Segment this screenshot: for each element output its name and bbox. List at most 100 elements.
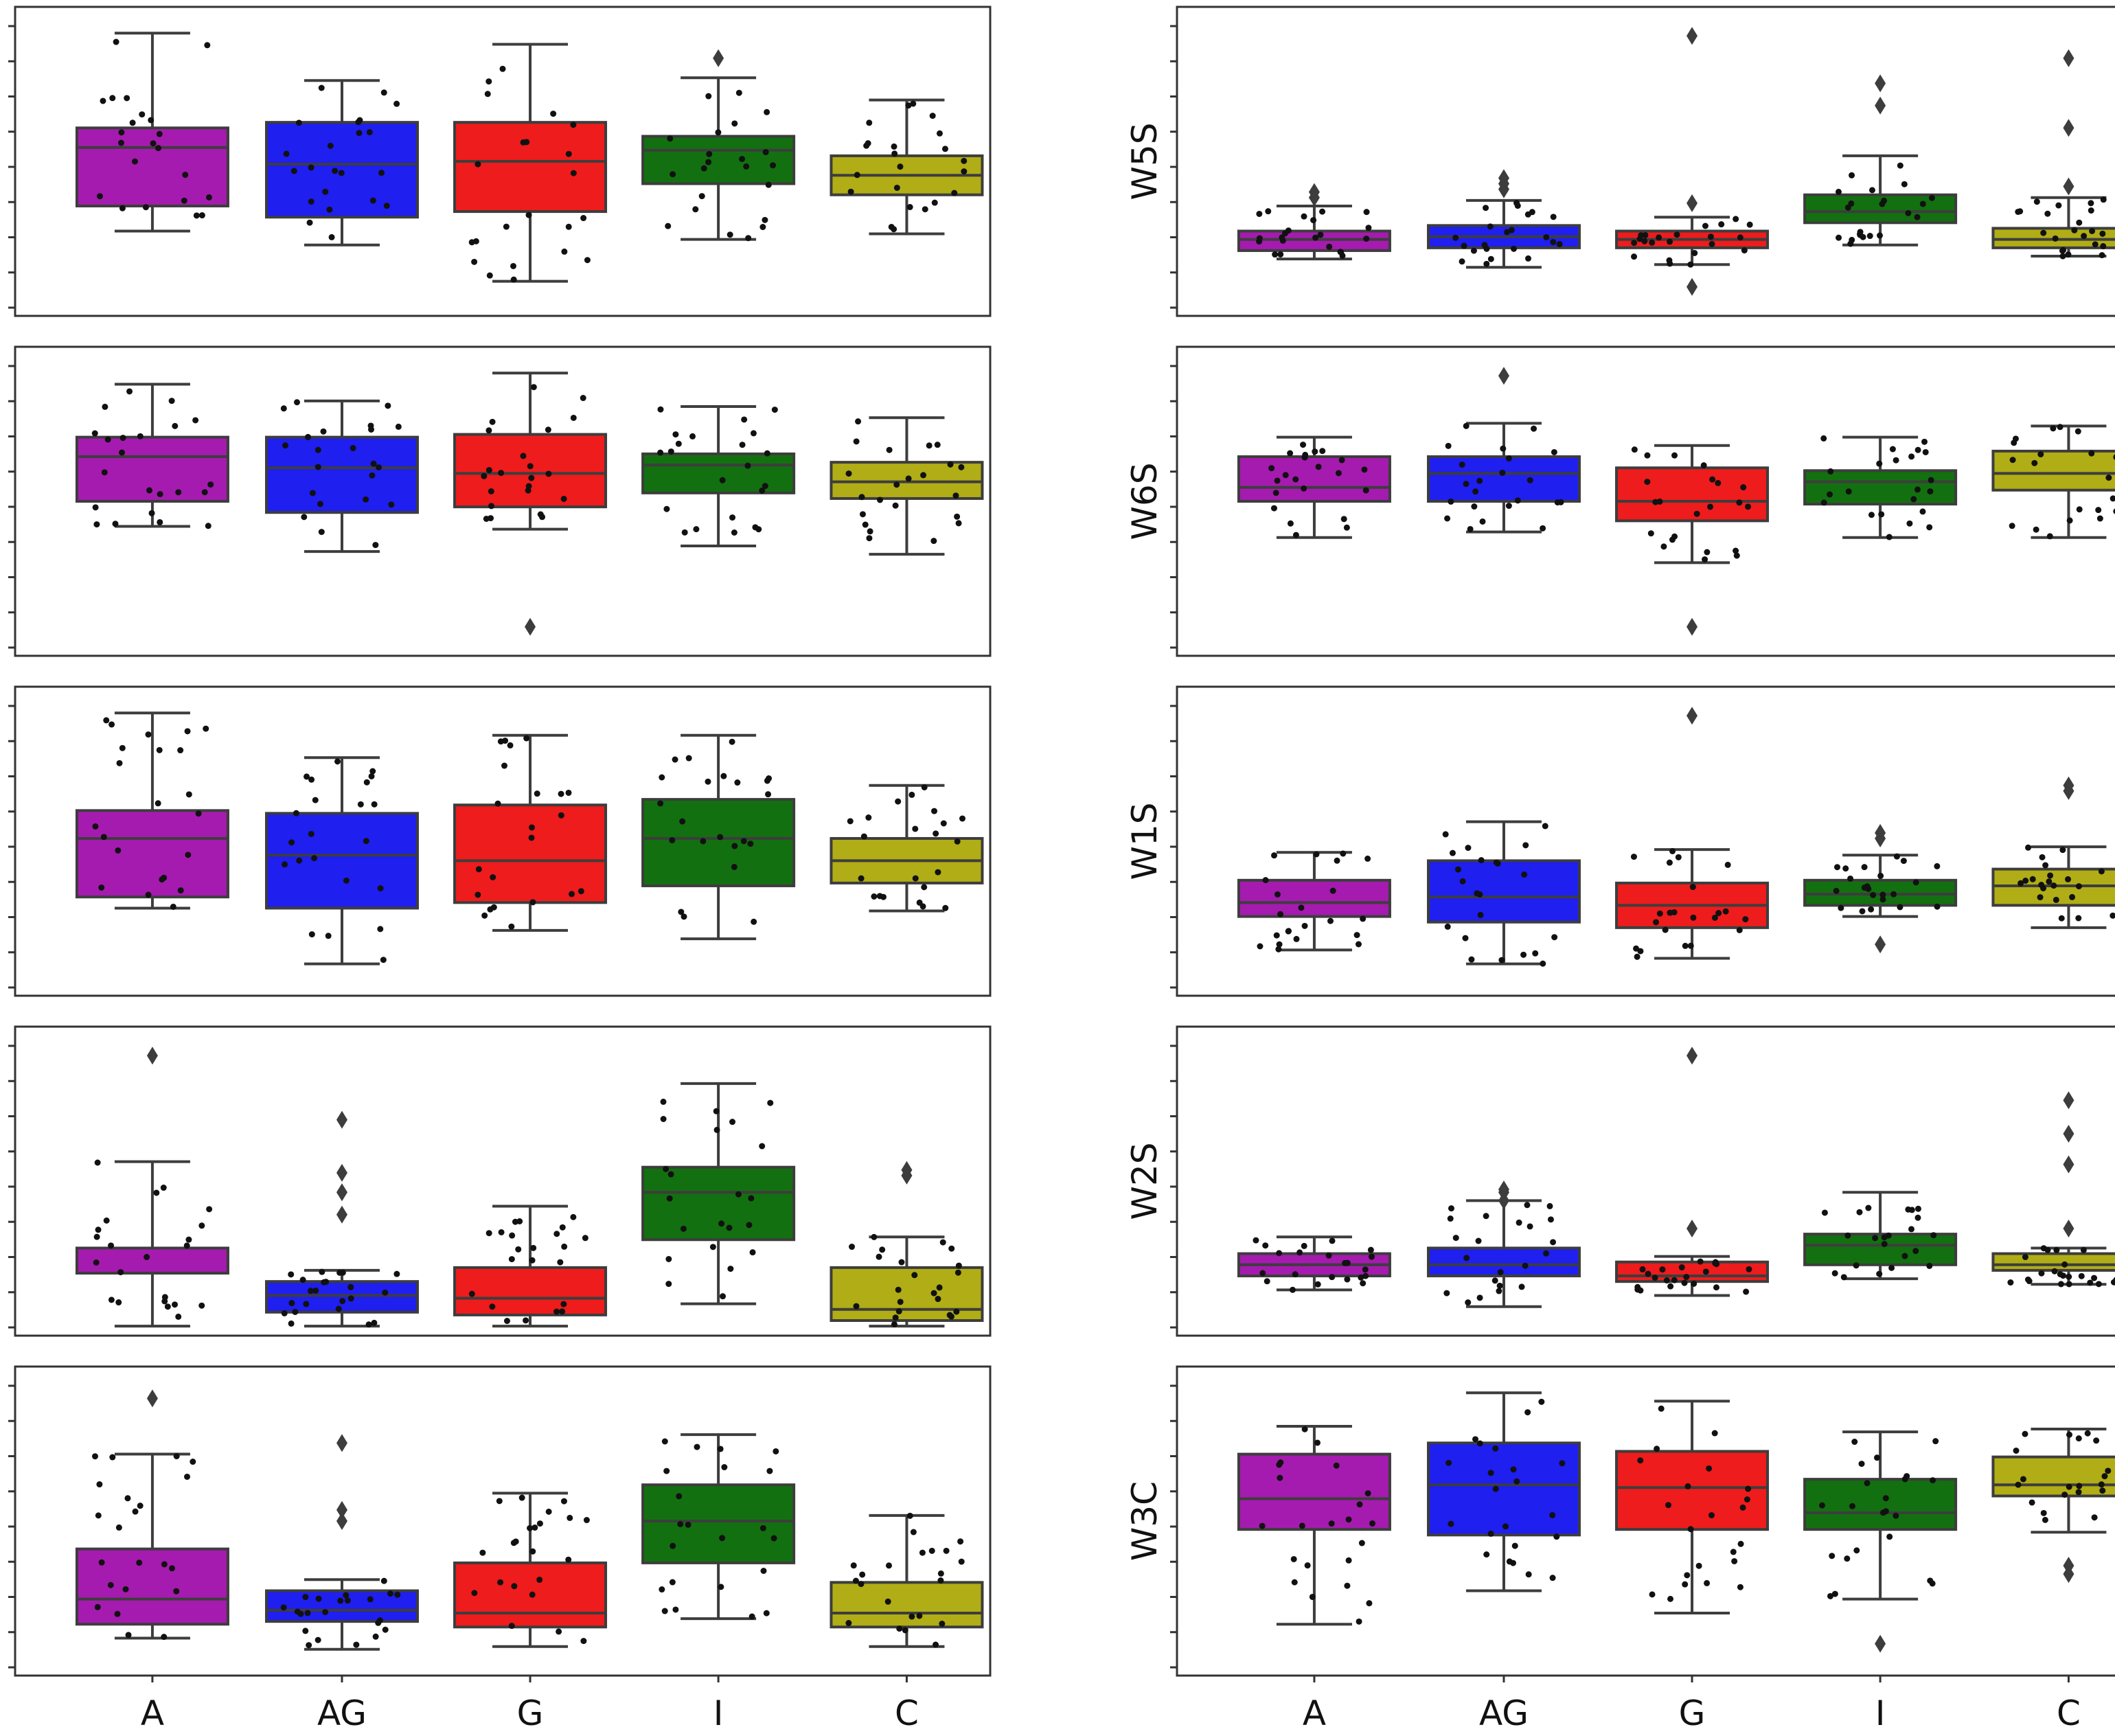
data-point xyxy=(1272,251,1279,258)
data-point xyxy=(2028,1499,2035,1506)
data-point xyxy=(1310,217,1317,224)
data-point xyxy=(665,1255,672,1262)
data-point xyxy=(1543,233,1550,240)
data-point xyxy=(1861,864,1868,871)
data-point xyxy=(2069,893,2076,900)
iqr-box xyxy=(1991,449,2115,492)
data-point xyxy=(734,779,741,786)
data-point xyxy=(2055,202,2062,209)
data-point xyxy=(847,818,854,825)
outlier-marker xyxy=(2063,1124,2074,1143)
data-point xyxy=(1522,842,1529,849)
data-point xyxy=(1745,503,1752,510)
data-point xyxy=(1868,512,1875,518)
data-point xyxy=(731,120,738,127)
data-point xyxy=(304,773,310,780)
data-point xyxy=(1926,1262,1933,1269)
data-point xyxy=(91,1453,98,1460)
data-point xyxy=(1707,233,1714,240)
data-point xyxy=(145,731,152,738)
data-point xyxy=(933,830,939,837)
data-point xyxy=(1684,1483,1691,1489)
data-point xyxy=(897,1299,904,1305)
data-point xyxy=(115,847,122,854)
data-point xyxy=(565,223,572,230)
data-point xyxy=(1849,236,1855,243)
data-point xyxy=(667,448,674,455)
data-point xyxy=(1445,1459,1452,1466)
data-point xyxy=(1314,1281,1321,1288)
data-point xyxy=(95,1226,102,1233)
data-point xyxy=(529,1257,536,1264)
data-point xyxy=(1551,934,1558,941)
data-point xyxy=(2022,1430,2028,1437)
data-point xyxy=(726,1224,733,1231)
data-point xyxy=(94,1159,101,1166)
data-point xyxy=(1866,233,1873,240)
panel-frame xyxy=(14,345,992,657)
data-point xyxy=(1736,926,1743,933)
box-g xyxy=(453,372,608,636)
data-point xyxy=(1342,1259,1349,1266)
data-point xyxy=(1513,1478,1520,1485)
data-point xyxy=(139,111,146,118)
data-point xyxy=(1289,1286,1296,1293)
outlier-marker xyxy=(1875,823,1886,842)
data-point xyxy=(2057,1270,2063,1277)
data-point xyxy=(1919,508,1926,515)
data-point xyxy=(164,1303,171,1310)
data-point xyxy=(92,823,99,830)
panel-w5c-5: W5C xyxy=(0,685,992,997)
data-point xyxy=(201,489,208,496)
panel-frame xyxy=(1176,5,2115,317)
data-point xyxy=(1906,520,1913,527)
data-point xyxy=(1711,1430,1718,1437)
data-point xyxy=(1550,238,1557,245)
data-point xyxy=(1922,448,1929,455)
data-point xyxy=(1463,422,1470,429)
iqr-box xyxy=(830,1581,984,1629)
data-point xyxy=(1367,1246,1374,1253)
data-point xyxy=(523,735,530,742)
data-point xyxy=(2089,227,2096,234)
data-point xyxy=(2059,247,2066,254)
outlier-marker xyxy=(2063,1091,2074,1110)
data-point xyxy=(583,1517,590,1524)
data-point xyxy=(380,1577,387,1584)
data-point xyxy=(1334,857,1340,864)
data-point xyxy=(1259,1522,1266,1529)
data-point xyxy=(762,149,769,156)
data-point xyxy=(1930,1232,1937,1239)
outlier-marker xyxy=(2063,1155,2074,1174)
data-point xyxy=(670,1542,676,1549)
iqr-box xyxy=(264,1589,419,1623)
iqr-box xyxy=(264,121,419,219)
data-point xyxy=(582,1235,588,1242)
data-point xyxy=(912,875,919,882)
data-point xyxy=(694,1443,700,1450)
data-point xyxy=(689,433,696,439)
data-point xyxy=(1930,1477,1936,1484)
data-point xyxy=(103,717,110,724)
data-point xyxy=(370,460,377,467)
data-point xyxy=(318,529,325,536)
outlier-marker xyxy=(1875,1634,1886,1653)
data-point xyxy=(205,523,212,529)
data-point xyxy=(114,1610,121,1617)
data-point xyxy=(1525,1571,1532,1578)
data-point xyxy=(718,1584,724,1590)
data-point xyxy=(759,224,766,231)
data-point xyxy=(953,1308,960,1315)
data-point xyxy=(293,810,299,816)
data-point xyxy=(1273,932,1280,939)
data-point xyxy=(2065,876,2072,882)
data-point xyxy=(1476,477,1483,484)
data-point xyxy=(113,38,119,45)
data-point xyxy=(920,472,927,479)
data-point xyxy=(880,893,887,900)
data-point xyxy=(153,1189,160,1196)
data-point xyxy=(2057,424,2063,431)
data-point xyxy=(1842,865,1849,872)
data-point xyxy=(485,78,492,85)
